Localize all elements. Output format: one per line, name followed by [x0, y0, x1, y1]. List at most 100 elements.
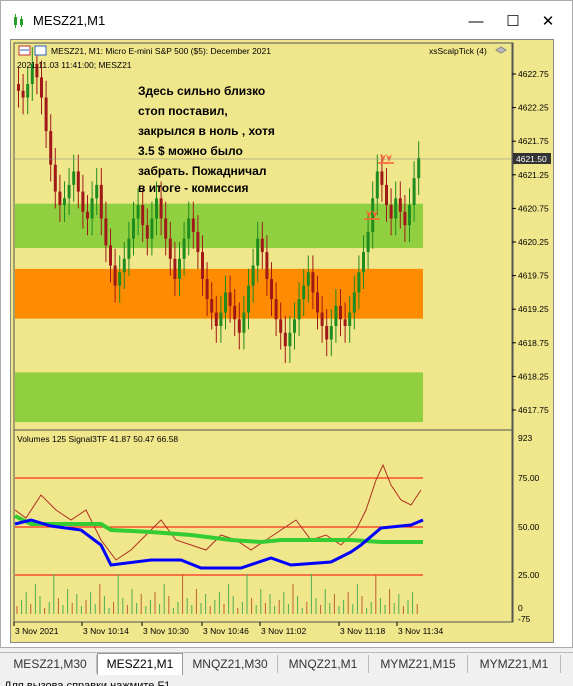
comment-line: 3.5 $ можно было	[138, 144, 243, 158]
candle-body	[168, 238, 172, 259]
candle-body	[417, 158, 421, 179]
candle-body	[302, 285, 306, 300]
price-tick-label: 4620.75	[518, 203, 549, 213]
markers-layer	[364, 154, 394, 220]
hat-icon	[495, 46, 507, 54]
candle-body	[196, 231, 200, 253]
candle-body	[201, 252, 204, 279]
tab-mymz21-m1[interactable]: MYMZ21,M1	[468, 655, 561, 673]
comment-line: стоп поставил,	[138, 104, 228, 118]
candle-body	[408, 205, 411, 226]
candle-body	[247, 285, 250, 313]
candle-body	[260, 238, 264, 253]
candle-body	[343, 319, 347, 326]
indicator-label: xsScalpTick (4)	[429, 46, 487, 56]
candle-body	[334, 305, 338, 326]
price-tick-label: 4622.75	[518, 69, 549, 79]
candle-body	[72, 171, 76, 185]
candle-body	[256, 238, 260, 266]
candle-body	[371, 198, 375, 232]
candle-body	[362, 252, 365, 273]
comment-line: закрылся в ноль , хотя	[138, 124, 275, 138]
zone-orange	[15, 268, 423, 319]
candle-body	[270, 278, 273, 300]
candle-body	[357, 272, 361, 293]
candle-body	[109, 245, 112, 266]
candle-body	[380, 171, 384, 185]
candle-body	[30, 63, 34, 85]
candle-body	[173, 258, 177, 279]
time-tick-label: 3 Nov 10:46	[203, 626, 249, 636]
price-tick-label: 4618.75	[518, 338, 549, 348]
tab-mnqz21-m30[interactable]: MNQZ21,M30	[183, 655, 278, 673]
candle-body	[118, 272, 122, 286]
chart-tabbar: MESZ21,M30 MESZ21,M1 MNQZ21,M30 MNQZ21,M…	[0, 652, 573, 675]
sub-axis: 923 75.00 50.00 25.00 0-75	[518, 433, 540, 624]
comment-line: в итоге - комиссия	[138, 181, 248, 195]
trade-marker-icon	[380, 154, 386, 162]
candle-body	[21, 90, 25, 98]
candle-body	[159, 198, 163, 219]
candle-body	[164, 218, 168, 239]
candle-body	[242, 312, 246, 333]
candle-body	[178, 258, 181, 279]
time-tick-label: 3 Nov 11:34	[398, 626, 443, 636]
candle-body	[394, 198, 398, 219]
close-button[interactable]: ✕	[541, 13, 555, 30]
candle-body	[122, 258, 126, 273]
trade-marker-icon	[366, 210, 372, 218]
price-tick-label: 4619.75	[518, 271, 549, 281]
candle-body	[145, 225, 149, 239]
comment-line: Здесь сильно близко	[138, 84, 265, 98]
candle-body	[99, 184, 103, 219]
candles-layer	[17, 47, 421, 363]
chart-area[interactable]: MESZ21, M1: Micro E-mini S&P 500 ($5): D…	[10, 39, 554, 643]
candle-body	[63, 198, 66, 206]
candle-body	[293, 319, 296, 333]
candle-body	[219, 312, 223, 326]
window-titlebar[interactable]: MESZ21,M1 — ☐ ✕	[1, 1, 572, 39]
sub-label: Volumes 125 Signal3TF 41.87 50.47 66.58	[17, 434, 178, 444]
chart-comment: Здесь сильно близко стоп поставил, закры…	[138, 84, 275, 195]
candle-body	[67, 184, 71, 199]
candle-body	[311, 272, 315, 293]
candle-body	[44, 97, 48, 132]
candle-body	[49, 131, 53, 165]
time-tick-label: 3 Nov 11:02	[261, 626, 306, 636]
candle-body	[214, 312, 218, 326]
price-tick-label: 4618.25	[518, 371, 549, 381]
candle-body	[187, 218, 191, 239]
candle-body	[58, 191, 62, 206]
candle-body	[398, 198, 402, 212]
candle-body	[283, 332, 287, 347]
chart-canvas[interactable]: MESZ21, M1: Micro E-mini S&P 500 ($5): D…	[11, 40, 553, 642]
candle-body	[136, 205, 140, 219]
window-title: MESZ21,M1	[33, 13, 106, 28]
tab-mnqz21-m1[interactable]: MNQZ21,M1	[278, 655, 369, 673]
trade-marker-icon	[386, 154, 392, 162]
candle-body	[132, 218, 135, 239]
sub-tick-label: 923	[518, 433, 532, 443]
candle-body	[233, 305, 237, 320]
candle-body	[224, 292, 227, 313]
candle-body	[90, 198, 94, 219]
minimize-button[interactable]: —	[468, 13, 484, 30]
candle-body	[297, 299, 301, 320]
chart-icon	[14, 14, 23, 28]
price-axis: 4622.75 4622.25 4621.75 4621.25 4620.75 4620.…	[512, 69, 549, 415]
candle-body	[316, 292, 319, 313]
candle-body	[348, 312, 352, 326]
maximize-button[interactable]: ☐	[506, 13, 520, 30]
tab-mesz21-m30[interactable]: MESZ21,M30	[4, 655, 97, 673]
candle-body	[127, 238, 131, 259]
candle-body	[141, 205, 145, 226]
time-tick-label: 3 Nov 11:18	[340, 626, 385, 636]
tab-mymz21-m15[interactable]: MYMZ21,M15	[369, 655, 468, 673]
candle-body	[113, 265, 117, 286]
price-tick-label: 4619.25	[518, 304, 549, 314]
sub-tick-label: 25.00	[518, 570, 540, 580]
candle-body	[155, 198, 158, 219]
zone-green	[15, 203, 423, 249]
tab-mesz21-m1[interactable]: MESZ21,M1	[97, 653, 183, 675]
candle-body	[104, 218, 108, 246]
